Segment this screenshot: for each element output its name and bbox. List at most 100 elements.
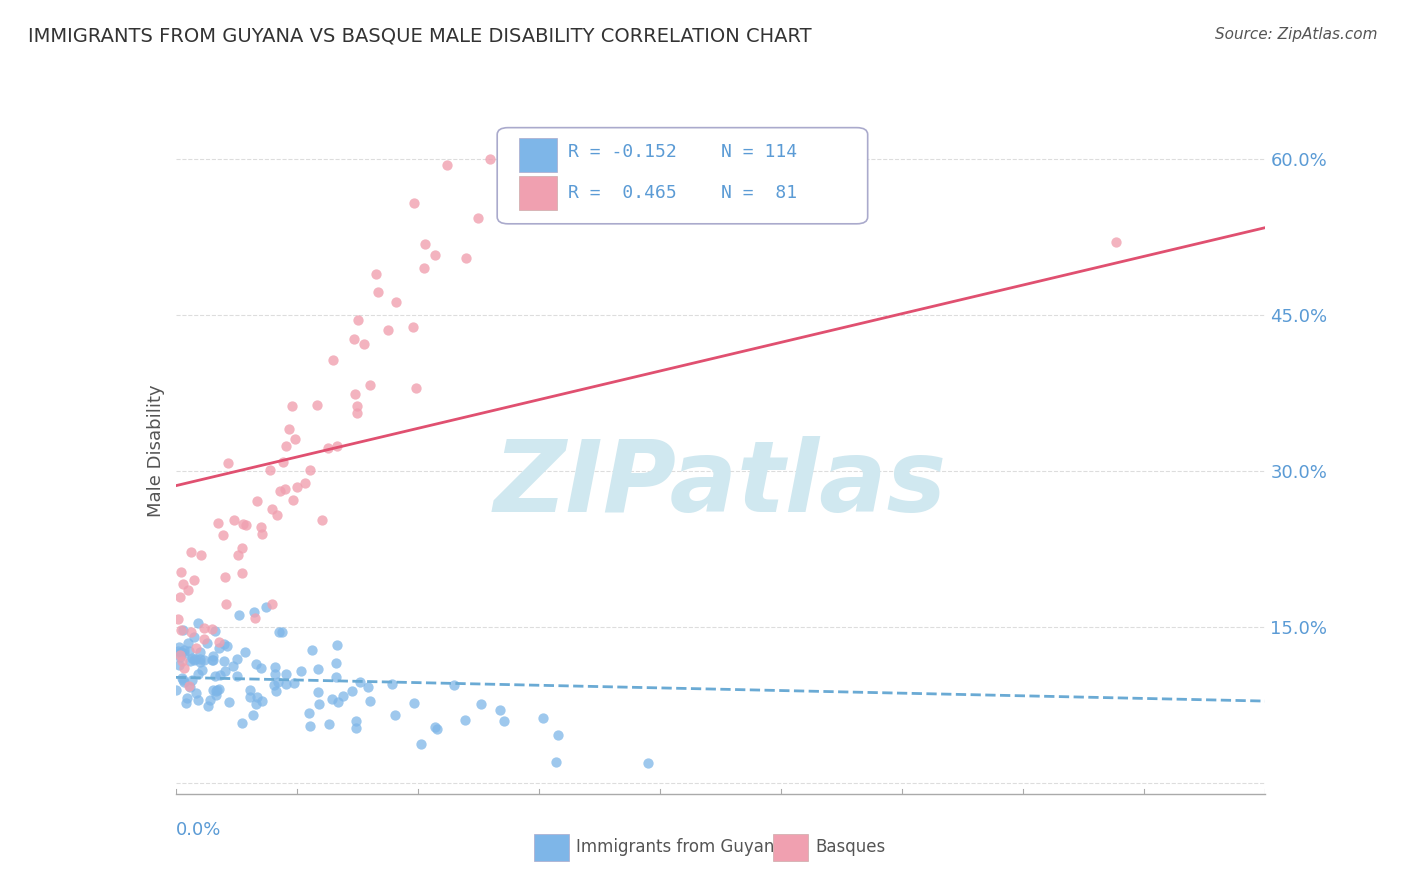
Point [347,312,370,326]
Point [245,697,267,711]
Point [359,694,381,708]
Point [547,728,569,742]
Point [181,673,204,687]
Point [657,152,679,166]
Point [311,512,333,526]
Point [193,621,215,635]
Point [307,398,329,412]
Point [723,152,745,166]
Point [173,643,195,657]
Point [250,694,273,708]
Point [169,649,191,664]
Point [179,654,201,668]
Point [174,696,197,710]
Point [264,683,287,698]
Point [290,664,312,678]
Point [342,684,364,698]
Text: N =  81: N = 81 [721,184,797,202]
Point [207,682,229,697]
Point [217,456,239,470]
Point [188,644,211,658]
Point [384,707,406,722]
Point [349,674,371,689]
Point [184,641,207,656]
Point [546,755,568,769]
Point [294,475,316,490]
Point [470,697,492,711]
Text: R = -0.152: R = -0.152 [568,143,676,161]
Point [308,697,330,711]
Point [357,680,380,694]
Point [193,653,215,667]
Point [276,666,298,681]
Text: R =  0.465: R = 0.465 [568,184,676,202]
Point [411,737,433,751]
Point [343,387,366,401]
Point [346,406,368,420]
Point [197,699,219,714]
Point [298,719,321,733]
Point [226,548,249,562]
Point [212,637,235,651]
Point [245,657,267,671]
Point [278,422,301,436]
FancyBboxPatch shape [519,176,557,210]
Point [344,721,367,735]
Point [242,707,264,722]
Point [385,295,408,310]
Point [205,682,228,697]
Point [176,690,198,705]
Point [283,675,305,690]
Point [226,669,249,683]
Point [228,608,250,623]
Point [252,526,274,541]
Point [325,670,347,684]
Point [285,480,308,494]
Point [266,674,288,689]
Point [479,152,502,166]
Point [260,597,283,611]
Point [250,661,273,675]
Point [183,653,205,667]
Point [170,645,193,659]
Point [235,518,257,533]
Y-axis label: Male Disability: Male Disability [146,384,165,516]
Point [307,662,329,676]
Point [326,638,349,652]
Point [318,717,340,731]
Point [316,441,339,455]
Point [250,519,273,533]
Point [353,337,375,351]
Text: Immigrants from Guyana: Immigrants from Guyana [576,838,785,856]
Point [271,455,294,469]
FancyBboxPatch shape [519,138,557,172]
Point [325,657,347,671]
Point [183,574,205,588]
Point [183,631,205,645]
Text: ZIPatlas: ZIPatlas [494,436,948,533]
Point [271,625,294,640]
Point [187,693,209,707]
Point [187,667,209,681]
Point [495,152,517,166]
Point [207,640,229,655]
Point [170,565,193,579]
Point [531,711,554,725]
Point [307,684,329,698]
Point [173,661,195,675]
Point [246,690,269,705]
Point [402,696,425,710]
Point [167,658,190,673]
Point [202,649,225,664]
Text: IMMIGRANTS FROM GUYANA VS BASQUE MALE DISABILITY CORRELATION CHART: IMMIGRANTS FROM GUYANA VS BASQUE MALE DI… [28,27,811,45]
Point [190,548,212,562]
Point [454,713,477,727]
Point [200,693,222,707]
Point [344,714,367,729]
Point [637,756,659,770]
Point [212,528,235,542]
Point [195,636,218,650]
Point [332,689,354,703]
Point [190,664,212,678]
Point [172,624,194,638]
